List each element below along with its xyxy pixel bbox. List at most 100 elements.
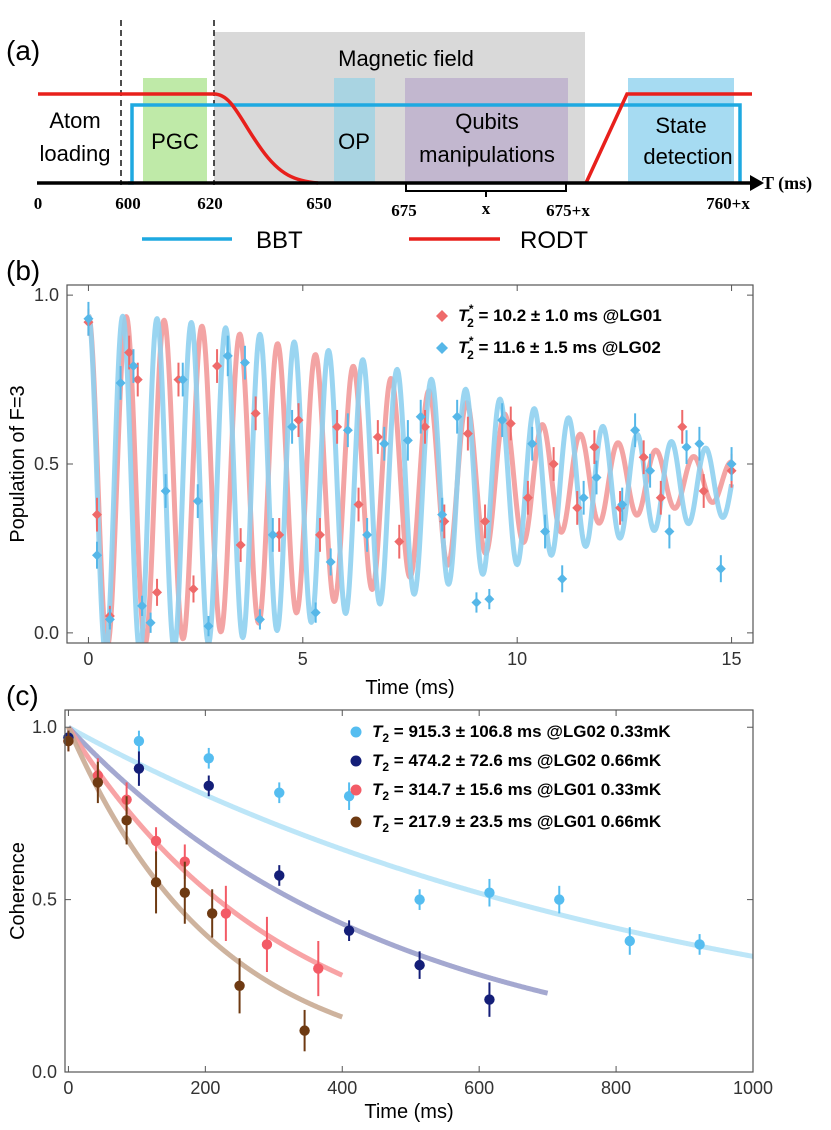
fit-curve-2 [66, 725, 345, 978]
legend-entry-1: T* 2 = 11.6 ± 1.5 ms @LG02 [458, 334, 661, 362]
tick-760-plus-x: 760+x [706, 194, 750, 213]
data-point-0-11 [274, 529, 285, 540]
data-point-1-8 [177, 374, 188, 385]
data-point-1-32 [591, 472, 602, 483]
y-tick-label-2: 1.0 [32, 717, 57, 737]
panel-a-timing-diagram: (a) Magnetic field Atom loading PGC OP Q… [6, 20, 812, 254]
data-point-0-5 [152, 587, 163, 598]
legend-marker-1 [350, 755, 362, 767]
data-point-1-2 [104, 614, 115, 625]
data-point-2-3 [150, 835, 162, 847]
atom-loading-label-2: loading [40, 141, 111, 166]
data-point-1-4 [128, 361, 139, 372]
tick-x: x [482, 199, 491, 218]
data-point-0-9 [235, 540, 246, 551]
x-tick-label-0: 0 [63, 1078, 73, 1098]
legend-marker-0 [350, 726, 362, 738]
data-point-3-6 [234, 980, 245, 992]
data-point-1-0 [83, 313, 94, 324]
legend-subscript: 2 [382, 760, 389, 774]
data-point-0-5 [414, 894, 425, 905]
data-point-1-20 [379, 438, 390, 449]
data-point-1-24 [452, 411, 463, 422]
x-tick-label-0: 0 [83, 649, 93, 669]
x-tick-label-1: 200 [190, 1078, 220, 1098]
data-point-1-28 [527, 438, 538, 449]
data-point-1-26 [484, 594, 495, 605]
legend-rodt-label: RODT [520, 227, 588, 254]
tick-0: 0 [34, 194, 43, 213]
x-tick-label-2: 400 [327, 1078, 357, 1098]
data-point-0-21 [480, 516, 491, 527]
x-tick-label-2: 10 [507, 649, 527, 669]
tick-620: 620 [197, 194, 223, 213]
tick-600: 600 [115, 194, 141, 213]
data-point-1-6 [484, 994, 495, 1005]
data-point-0-30 [677, 421, 688, 432]
legend-text: = 474.2 ± 72.6 ms @LG02 0.66mK [389, 751, 662, 770]
data-point-1-2 [203, 780, 214, 792]
data-point-0-12 [293, 415, 304, 426]
data-point-1-40 [726, 459, 737, 469]
x-tick-label-4: 800 [601, 1078, 631, 1098]
data-point-3-2 [121, 815, 132, 826]
legend-text: = 11.6 ± 1.5 ms @LG02 [474, 338, 661, 357]
data-point-1-31 [578, 492, 589, 503]
data-point-3-7 [299, 1025, 310, 1036]
legend-symbol: T [372, 812, 384, 831]
legend-marker-3 [350, 816, 362, 828]
data-point-0-3 [274, 787, 285, 798]
state-detection-label-1: State [655, 113, 706, 138]
data-point-0-13 [314, 529, 325, 540]
y-tick-label-1: 0.5 [34, 454, 59, 474]
panel-b-ramsey-chart: (b) 0 5 10 15 0.0 0.5 1.0 Time (ms) Population of… [6, 255, 754, 699]
data-point-1-10 [203, 621, 214, 632]
legend-text: = 217.9 ± 23.5 ms @LG01 0.66mK [389, 812, 662, 831]
legend-marker-0 [436, 310, 448, 322]
state-detection-label-2: detection [643, 144, 732, 169]
data-point-1-34 [630, 425, 641, 436]
fit-curve-1 [66, 725, 550, 996]
data-point-0-8 [212, 361, 223, 372]
y-tick-label-2: 1.0 [34, 285, 59, 305]
legend-entry-3: T2 = 217.9 ± 23.5 ms @LG01 0.66mK [372, 812, 662, 835]
data-point-0-1 [133, 735, 145, 747]
fit-curve-0 [66, 725, 753, 959]
tick-650: 650 [306, 194, 332, 213]
qubits-label-1: Qubits [455, 109, 519, 134]
data-point-1-4 [343, 925, 355, 936]
legend-text: = 915.3 ± 106.8 ms @LG02 0.33mK [389, 722, 671, 741]
legend-symbol: T [458, 338, 470, 357]
data-point-0-10 [250, 408, 261, 419]
op-box [334, 78, 375, 183]
data-point-3-4 [179, 887, 191, 898]
data-point-1-29 [540, 526, 551, 537]
y-axis-label: Coherence [7, 842, 29, 940]
data-point-3-0 [63, 735, 74, 747]
data-point-0-2 [203, 753, 214, 764]
data-point-1-33 [617, 499, 628, 510]
rodt-trace [38, 92, 752, 185]
data-point-1-11 [222, 350, 233, 361]
data-point-0-25 [572, 502, 583, 513]
data-point-3-3 [150, 877, 162, 888]
legend-subscript: 2 [467, 316, 474, 330]
data-point-1-13 [254, 614, 265, 625]
data-point-0-22 [505, 418, 516, 429]
legend-entry-1: T2 = 474.2 ± 72.6 ms @LG02 0.66mK [372, 751, 662, 774]
legend-symbol: T [458, 306, 470, 325]
panel-label: (b) [6, 255, 40, 286]
data-point-0-15 [353, 499, 364, 510]
data-point-0-1 [92, 509, 103, 520]
data-point-0-9 [694, 939, 705, 950]
pgc-label: PGC [151, 129, 199, 154]
legend-symbol: T [372, 751, 384, 770]
legend-subscript: 2 [382, 821, 389, 835]
op-label: OP [338, 129, 370, 154]
data-point-1-19 [362, 529, 373, 540]
data-point-1-17 [325, 556, 336, 567]
data-point-0-7 [188, 583, 199, 594]
data-point-1-1 [133, 763, 145, 774]
data-point-0-18 [420, 421, 431, 432]
